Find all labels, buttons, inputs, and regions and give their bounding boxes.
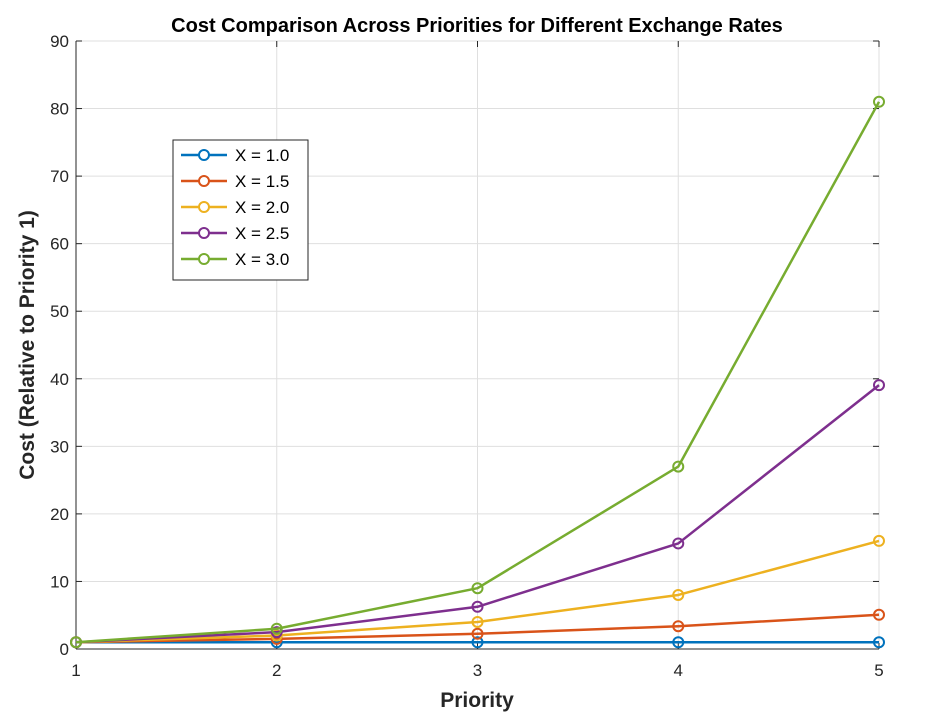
x-tick-label: 1 (71, 661, 80, 680)
y-tick-label: 90 (50, 32, 69, 51)
series-line-3 (75, 539, 880, 644)
x-tick-label: 5 (874, 661, 883, 680)
y-tick-label: 60 (50, 235, 69, 254)
data-point (270, 629, 283, 642)
data-point (873, 379, 885, 392)
series-line-2 (75, 613, 880, 644)
y-tick-label: 10 (50, 572, 69, 591)
data-point (471, 600, 484, 613)
legend-label-2: X = 1.5 (235, 172, 289, 191)
x-tick-label: 3 (473, 661, 482, 680)
data-point (672, 636, 685, 649)
data-point (471, 615, 484, 628)
data-point (471, 627, 484, 640)
legend-marker-1 (198, 149, 210, 161)
x-tick-label: 2 (272, 661, 281, 680)
data-point (471, 582, 484, 595)
x-axis-label: Priority (440, 689, 514, 712)
legend-marker-2 (198, 175, 210, 187)
data-point (873, 608, 885, 621)
data-point (672, 460, 685, 473)
data-point (70, 636, 82, 649)
legend-label-3: X = 2.0 (235, 198, 289, 217)
data-point (270, 626, 283, 639)
data-point (471, 636, 484, 649)
data-point (672, 537, 685, 550)
data-point (672, 620, 685, 633)
y-tick-label: 50 (50, 302, 69, 321)
data-point (270, 622, 283, 635)
legend-label-1: X = 1.0 (235, 146, 289, 165)
legend-label-4: X = 2.5 (235, 224, 289, 243)
x-tick-label: 4 (674, 661, 683, 680)
series-line-5 (75, 101, 881, 644)
data-point (873, 636, 885, 649)
legend-marker-3 (198, 201, 210, 213)
legend: X = 1.0 X = 1.5 X = 2.0 X = 2.5 X = 3.0 (172, 139, 309, 281)
data-point (672, 588, 685, 601)
legend-label-5: X = 3.0 (235, 250, 289, 269)
legend-marker-4 (198, 227, 210, 239)
legend-box (172, 139, 309, 281)
y-tick-label: 40 (50, 370, 69, 389)
y-tick-label: 20 (50, 505, 69, 524)
y-tick-label: 70 (50, 167, 69, 186)
chart-title: Cost Comparison Across Priorities for Di… (171, 15, 783, 37)
legend-marker-5 (198, 253, 210, 265)
series-line-4 (75, 384, 880, 644)
y-axis-label: Cost (Relative to Priority 1) (16, 210, 39, 480)
data-point (873, 95, 885, 108)
data-point (873, 534, 885, 547)
series-group (70, 95, 885, 649)
y-tick-label: 30 (50, 437, 69, 456)
y-tick-label: 0 (60, 640, 69, 659)
y-tick-label: 80 (50, 100, 69, 119)
